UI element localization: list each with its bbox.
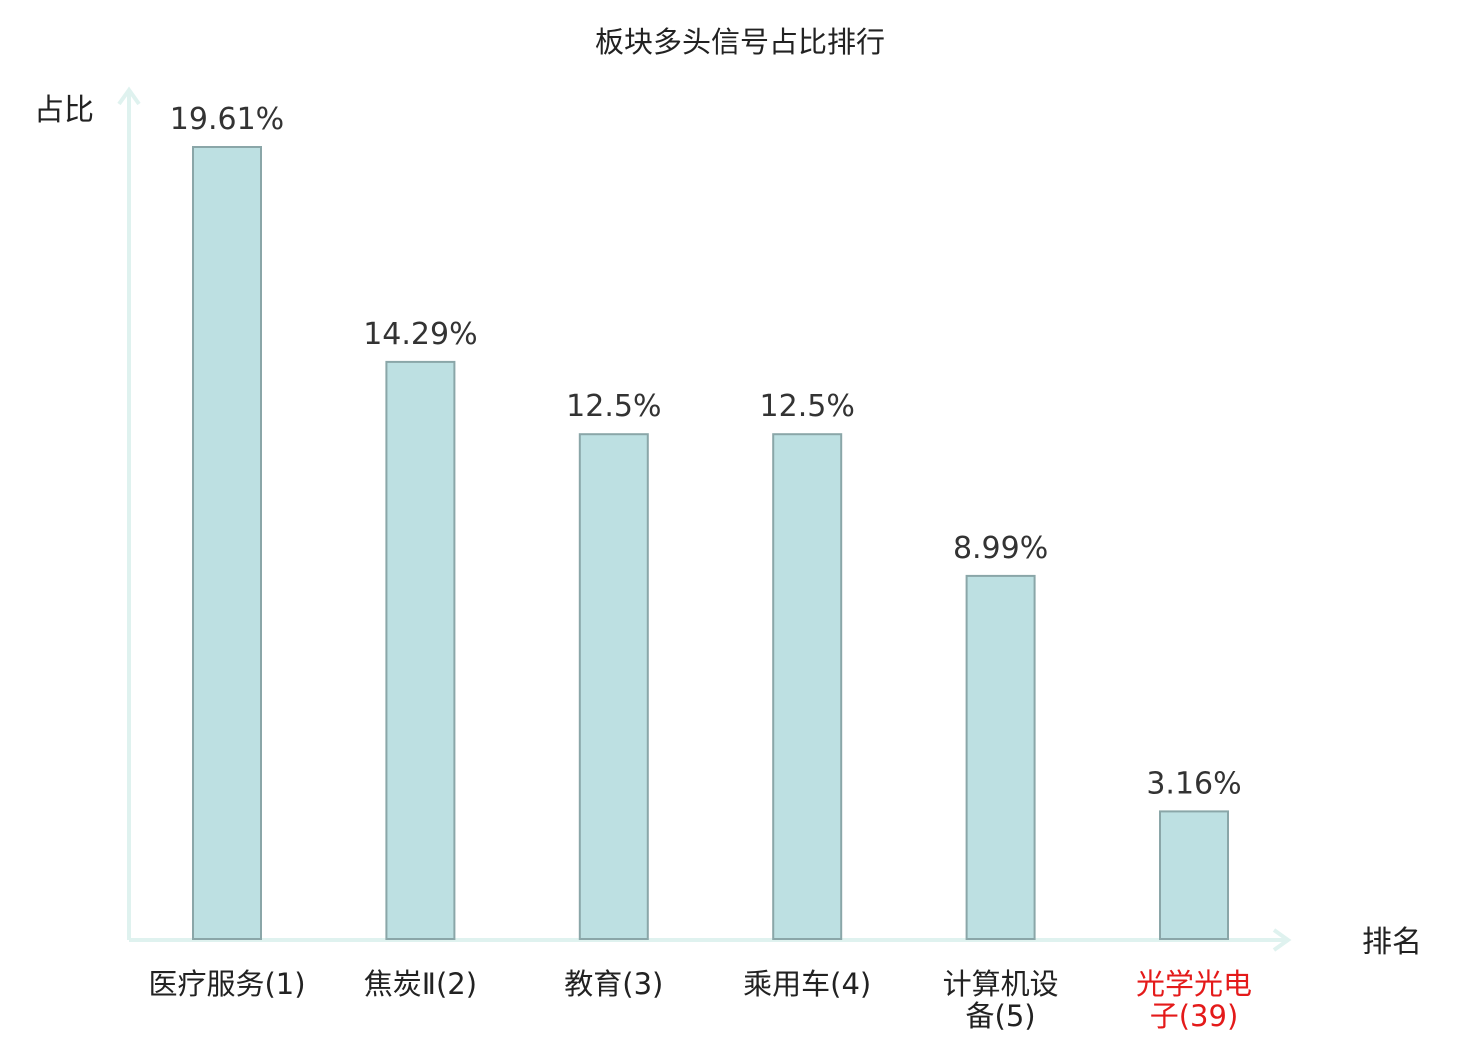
bar-value-label: 3.16% xyxy=(1146,766,1241,801)
bar xyxy=(192,146,262,940)
y-axis-arrow xyxy=(117,86,141,106)
x-axis-title: 排名 xyxy=(1362,925,1422,960)
chart-title: 板块多头信号占比排行 xyxy=(595,25,885,59)
y-axis-title: 占比 xyxy=(34,93,94,128)
x-tick-label: 光学光电 xyxy=(1136,967,1252,1001)
bar xyxy=(1159,810,1229,941)
x-axis-arrow xyxy=(1272,928,1292,952)
x-tick-label: 计算机设 xyxy=(943,967,1059,1001)
bar-value-label: 12.5% xyxy=(760,389,855,424)
bar-value-label: 19.61% xyxy=(170,102,284,137)
bar xyxy=(578,433,649,940)
bar-value-label: 8.99% xyxy=(953,531,1048,566)
bar xyxy=(772,433,843,940)
bar-series xyxy=(192,146,1229,941)
x-tick-label: 焦炭Ⅱ(2) xyxy=(364,967,477,1001)
bar-value-label: 12.5% xyxy=(566,389,661,424)
bar-value-label: 14.29% xyxy=(363,317,477,352)
data-labels: 19.61% 14.29% 12.5% 12.5% 8.99% 3.16% xyxy=(170,102,1242,801)
x-tick-label: 备(5) xyxy=(966,999,1036,1033)
x-tick-label: 教育(3) xyxy=(564,967,663,1001)
bar xyxy=(965,574,1036,941)
x-tick-label: 医疗服务(1) xyxy=(148,967,305,1001)
x-tick-label: 子(39) xyxy=(1150,999,1239,1033)
x-tick-label: 乘用车(4) xyxy=(743,967,871,1001)
bar xyxy=(385,360,456,940)
